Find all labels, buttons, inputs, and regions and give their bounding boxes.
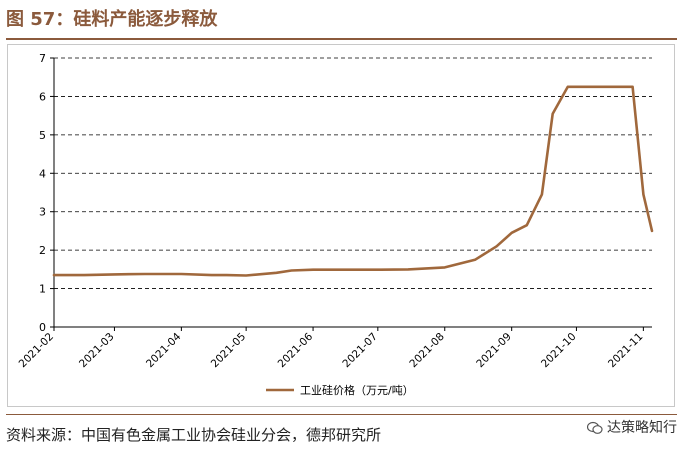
y-tick-label: 0 <box>39 321 46 334</box>
x-tick-label: 2021-05 <box>209 331 249 371</box>
y-tick-label: 3 <box>39 206 46 219</box>
y-tick-label: 2 <box>39 244 46 257</box>
x-tick-label: 2021-09 <box>474 331 514 371</box>
x-tick-label: 2021-06 <box>276 330 316 370</box>
x-tick-label: 2021-04 <box>144 330 184 370</box>
series-line <box>52 85 654 277</box>
y-tick-label: 4 <box>39 167 46 180</box>
x-tick-label: 2021-07 <box>340 331 380 371</box>
y-tick-label: 6 <box>39 90 46 103</box>
watermark: 达策略知行 <box>587 416 677 440</box>
chart-frame: 0 1 2 3 4 5 6 7 2021-02 2021-03 2021-04 2021-05 2021… <box>7 44 675 407</box>
source-note: 资料来源：中国有色金属工业协会硅业分会，德邦研究所 <box>6 426 382 444</box>
legend-label: 工业硅价格（万元/吨） <box>300 383 414 397</box>
title-divider <box>6 38 677 40</box>
watermark-text: 达策略知行 <box>607 420 677 436</box>
line-chart: 0 1 2 3 4 5 6 7 2021-02 2021-03 2021-04 2021-05 2021… <box>17 52 654 397</box>
source-divider <box>6 414 677 415</box>
x-tick-label: 2021-10 <box>539 331 579 371</box>
y-tick-label: 7 <box>39 52 46 65</box>
wechat-icon <box>587 421 603 434</box>
x-tick-label: 2021-02 <box>17 331 57 371</box>
y-tick-label: 1 <box>39 283 46 296</box>
page-title: 图 57：硅料产能逐步释放 <box>6 9 218 30</box>
x-tick-label: 2021-03 <box>77 331 117 371</box>
x-tick-label: 2021-11 <box>606 331 646 371</box>
x-tick-label: 2021-08 <box>407 331 447 371</box>
y-tick-label: 5 <box>39 129 46 142</box>
